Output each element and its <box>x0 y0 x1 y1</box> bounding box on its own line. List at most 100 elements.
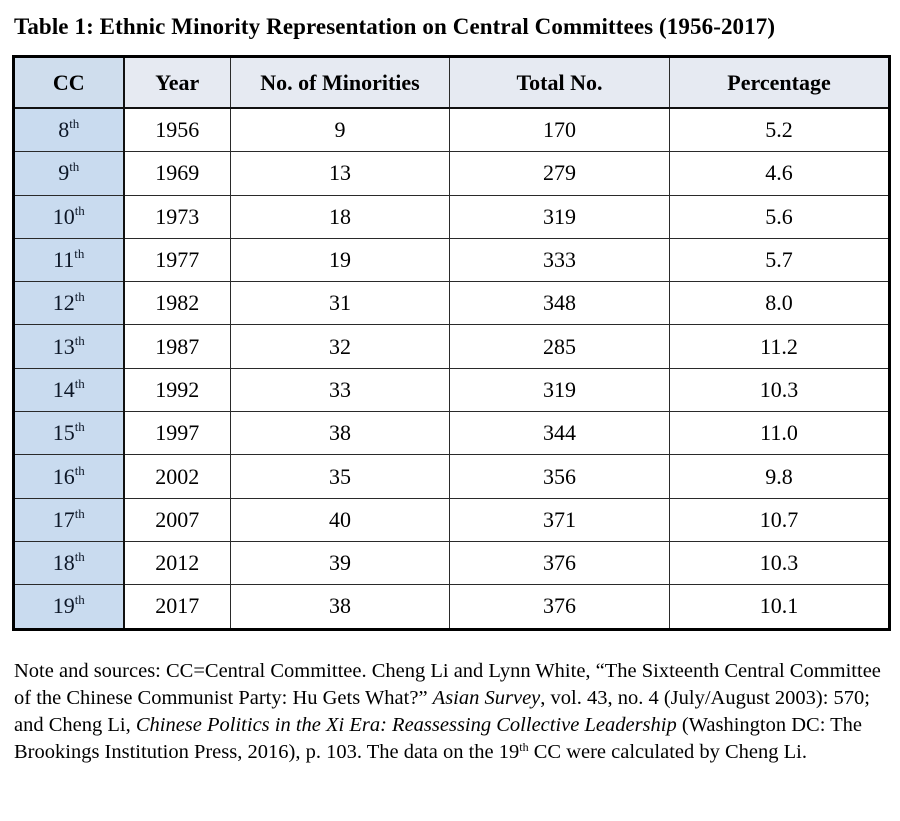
cell-cc: 11th <box>13 237 125 283</box>
ordinal-suffix: th <box>74 332 85 348</box>
cell-total: 376 <box>449 540 670 586</box>
cc-number: 13 <box>52 333 75 359</box>
cell-percentage: 10.1 <box>669 584 890 630</box>
cc-number: 16 <box>52 463 75 489</box>
cell-minorities: 40 <box>230 497 450 542</box>
cell-percentage: 9.8 <box>669 454 890 499</box>
table-row: 9th 1969 13 279 4.6 <box>13 151 890 196</box>
cell-year: 1973 <box>123 194 231 239</box>
cell-cc: 13th <box>13 324 125 369</box>
cell-minorities: 18 <box>230 194 450 239</box>
cell-percentage: 10.3 <box>669 367 890 413</box>
cell-year: 2017 <box>123 584 231 630</box>
cell-year: 2002 <box>123 454 231 499</box>
ordinal-suffix: th <box>74 289 85 305</box>
table-row: 14th 1992 33 319 10.3 <box>13 367 890 413</box>
cell-minorities: 39 <box>230 540 450 586</box>
column-header-total-no: Total No. <box>449 56 670 109</box>
cell-cc: 17th <box>13 497 125 542</box>
cell-minorities: 9 <box>230 107 450 153</box>
cell-total: 356 <box>449 454 670 499</box>
table-row: 11th 1977 19 333 5.7 <box>13 237 890 283</box>
cc-number: 10 <box>52 203 75 229</box>
note-and-sources: Note and sources: CC=Central Committee. … <box>14 658 888 766</box>
cell-cc: 16th <box>13 454 125 499</box>
note-segment-italic: Asian Survey <box>432 686 541 709</box>
cell-cc: 14th <box>13 367 125 413</box>
table-row: 8th 1956 9 170 5.2 <box>13 107 890 153</box>
table-row: 19th 2017 38 376 10.1 <box>13 584 890 630</box>
cell-minorities: 33 <box>230 367 450 413</box>
note-segment: , vol. 43, no. 4 (July/August 2003): 570… <box>14 686 870 736</box>
cell-minorities: 32 <box>230 324 450 369</box>
note-segment-italic: Chinese Politics in the Xi Era: Reassess… <box>135 713 677 736</box>
cell-percentage: 5.7 <box>669 237 890 283</box>
cell-minorities: 31 <box>230 281 450 326</box>
cell-year: 1997 <box>123 411 231 456</box>
table-row: 13th 1987 32 285 11.2 <box>13 324 890 369</box>
cell-minorities: 35 <box>230 454 450 499</box>
table-row: 18th 2012 39 376 10.3 <box>13 540 890 586</box>
note-segment: CC were calculated by Cheng Li. <box>528 740 807 763</box>
cc-number: 18 <box>52 550 75 576</box>
cc-number: 8 <box>58 117 70 143</box>
table-header: CC Year No. of Minorities Total No. Percenta… <box>13 56 890 109</box>
note-segment: (Washington DC: The Brookings Institutio… <box>14 713 863 763</box>
cell-minorities: 19 <box>230 237 450 283</box>
cell-year: 1969 <box>123 151 231 196</box>
ordinal-suffix: th <box>69 116 80 132</box>
cell-minorities: 13 <box>230 151 450 196</box>
cell-percentage: 10.7 <box>669 497 890 542</box>
cell-percentage: 4.6 <box>669 151 890 196</box>
cell-cc: 15th <box>13 411 125 456</box>
cell-year: 1992 <box>123 367 231 413</box>
cell-total: 285 <box>449 324 670 369</box>
cell-year: 1987 <box>123 324 231 369</box>
cell-percentage: 8.0 <box>669 281 890 326</box>
cell-total: 371 <box>449 497 670 542</box>
cell-cc: 19th <box>13 584 125 630</box>
cell-cc: 12th <box>13 281 125 326</box>
ordinal-suffix: th <box>74 375 85 391</box>
cell-cc: 18th <box>13 540 125 586</box>
table-body: 8th 1956 9 170 5.2 9th 1969 13 279 4.6 10th 1973 18 3… <box>13 107 890 630</box>
ordinal-suffix: th <box>74 246 85 262</box>
cell-minorities: 38 <box>230 584 450 630</box>
cell-total: 319 <box>449 367 670 413</box>
cell-percentage: 5.2 <box>669 107 890 153</box>
ordinal-suffix: th <box>74 202 85 218</box>
cell-year: 2012 <box>123 540 231 586</box>
note-segment: Note and sources: CC=Central Committee. … <box>14 659 881 709</box>
cell-year: 1977 <box>123 237 231 283</box>
cell-cc: 8th <box>13 107 125 153</box>
cc-number: 17 <box>52 506 75 532</box>
ordinal-suffix: th <box>74 419 85 435</box>
cell-total: 319 <box>449 194 670 239</box>
header-row: CC Year No. of Minorities Total No. Percenta… <box>13 56 890 109</box>
cell-percentage: 5.6 <box>669 194 890 239</box>
cc-number: 19 <box>52 593 75 619</box>
table-row: 15th 1997 38 344 11.0 <box>13 411 890 456</box>
minority-representation-table: CC Year No. of Minorities Total No. Percenta… <box>12 55 891 631</box>
table-row: 17th 2007 40 371 10.7 <box>13 497 890 542</box>
note-segment-sup: th <box>519 739 529 754</box>
cell-year: 2007 <box>123 497 231 542</box>
column-header-cc: CC <box>13 56 125 109</box>
column-header-percentage: Percentage <box>669 56 890 109</box>
ordinal-suffix: th <box>74 549 85 565</box>
table-row: 12th 1982 31 348 8.0 <box>13 281 890 326</box>
cell-total: 344 <box>449 411 670 456</box>
cc-number: 14 <box>52 376 75 402</box>
ordinal-suffix: th <box>74 592 85 608</box>
table-title: Table 1: Ethnic Minority Representation … <box>14 14 776 39</box>
cell-percentage: 10.3 <box>669 540 890 586</box>
cell-total: 348 <box>449 281 670 326</box>
cell-cc: 9th <box>13 151 125 196</box>
cell-percentage: 11.0 <box>669 411 890 456</box>
cell-total: 170 <box>449 107 670 153</box>
cc-number: 15 <box>52 420 75 446</box>
cc-number: 12 <box>52 290 75 316</box>
cell-cc: 10th <box>13 194 125 239</box>
table-row: 16th 2002 35 356 9.8 <box>13 454 890 499</box>
column-header-year: Year <box>123 56 231 109</box>
